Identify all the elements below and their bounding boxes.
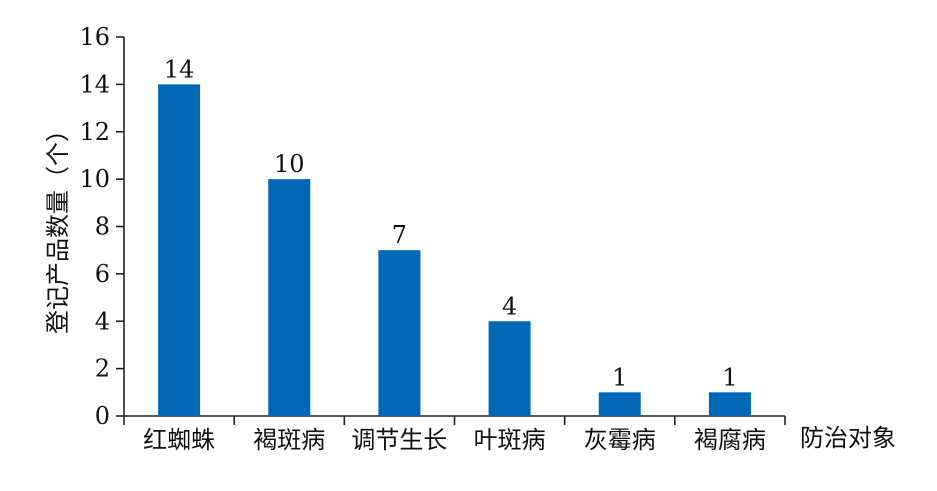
- data-label: 1: [722, 363, 737, 391]
- data-label: 14: [164, 55, 195, 83]
- x-axis-title: 防治对象: [800, 424, 896, 452]
- y-tick-label: 12: [79, 118, 110, 146]
- x-tick-label: 叶斑病: [474, 426, 546, 454]
- y-tick-label: 10: [79, 165, 110, 193]
- bar: [708, 392, 751, 416]
- x-tick-label: 红蜘蛛: [143, 426, 215, 454]
- y-axis-title: 登记产品数量（个）: [44, 118, 72, 334]
- y-tick-label: 0: [95, 402, 110, 430]
- bar: [488, 321, 531, 416]
- chart-marks: 0 2 4 6 8 10 12 14 16 14 红蜘蛛 10 褐斑病 7 调节生长 4 叶斑病 1 灰霉病 1 褐腐病: [79, 23, 786, 454]
- data-label: 1: [612, 363, 627, 391]
- x-tick-label: 调节生长: [351, 426, 447, 454]
- y-tick-label: 14: [79, 70, 110, 98]
- bar: [598, 392, 641, 416]
- bar: [158, 84, 201, 416]
- bar: [268, 179, 311, 416]
- x-tick-label: 褐斑病: [253, 426, 325, 454]
- x-tick-label: 灰霉病: [584, 426, 656, 454]
- y-tick-label: 4: [95, 307, 110, 335]
- data-label: 10: [274, 150, 305, 178]
- bar: [378, 250, 421, 416]
- y-tick-label: 6: [95, 260, 110, 288]
- data-label: 4: [502, 292, 517, 320]
- x-tick-label: 褐腐病: [694, 426, 766, 454]
- y-tick-label: 2: [95, 355, 110, 383]
- y-tick-label: 8: [95, 213, 110, 241]
- data-label: 7: [392, 221, 407, 249]
- y-tick-label: 16: [79, 23, 110, 51]
